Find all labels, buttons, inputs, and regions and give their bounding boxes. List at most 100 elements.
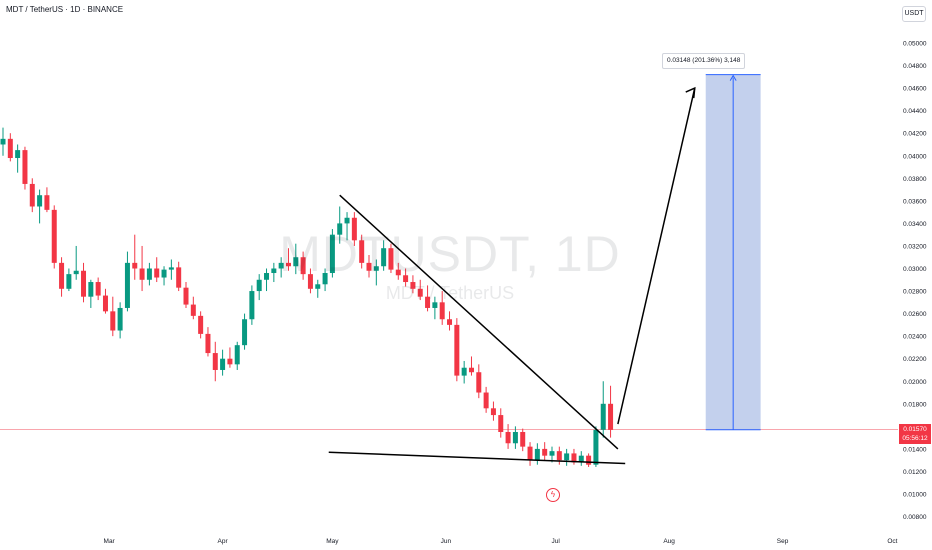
candle[interactable] bbox=[242, 313, 248, 350]
candle[interactable] bbox=[351, 212, 357, 246]
resistance-trendline[interactable] bbox=[339, 194, 619, 450]
candle[interactable] bbox=[468, 356, 474, 376]
candle[interactable] bbox=[102, 288, 108, 314]
candle[interactable] bbox=[432, 296, 438, 320]
candle-body bbox=[498, 415, 504, 432]
candle[interactable] bbox=[110, 296, 116, 337]
candle[interactable] bbox=[88, 279, 94, 308]
candle[interactable] bbox=[285, 248, 291, 271]
candle[interactable] bbox=[44, 187, 50, 213]
candle[interactable] bbox=[66, 268, 72, 292]
candle[interactable] bbox=[117, 302, 123, 339]
candle[interactable] bbox=[168, 259, 174, 280]
candle[interactable] bbox=[439, 291, 445, 325]
candle[interactable] bbox=[307, 268, 313, 294]
candle[interactable] bbox=[337, 206, 343, 244]
candle[interactable] bbox=[344, 212, 350, 241]
candle[interactable] bbox=[447, 311, 453, 331]
candle[interactable] bbox=[329, 229, 335, 278]
candle[interactable] bbox=[300, 251, 306, 280]
candle[interactable] bbox=[417, 279, 423, 301]
candle[interactable] bbox=[227, 347, 233, 368]
candle-body bbox=[168, 267, 174, 270]
candle[interactable] bbox=[476, 364, 482, 399]
candle[interactable] bbox=[161, 266, 167, 286]
candle[interactable] bbox=[549, 446, 555, 463]
candle[interactable] bbox=[505, 424, 511, 449]
candle[interactable] bbox=[315, 279, 321, 298]
support-trendline[interactable] bbox=[328, 451, 626, 465]
candle[interactable] bbox=[81, 262, 87, 303]
candle[interactable] bbox=[373, 259, 379, 286]
candle[interactable] bbox=[578, 451, 584, 466]
candle[interactable] bbox=[154, 257, 160, 283]
candle[interactable] bbox=[527, 442, 533, 466]
candle[interactable] bbox=[176, 261, 182, 292]
candle[interactable] bbox=[278, 257, 284, 278]
candle-body bbox=[102, 295, 108, 312]
candle[interactable] bbox=[29, 178, 35, 213]
candle[interactable] bbox=[15, 144, 21, 173]
flash-icon[interactable]: ϟ bbox=[546, 488, 560, 502]
candle[interactable] bbox=[600, 381, 606, 438]
candle[interactable] bbox=[51, 205, 57, 269]
candle[interactable] bbox=[95, 277, 101, 301]
candle[interactable] bbox=[425, 285, 431, 312]
candle[interactable] bbox=[381, 240, 387, 271]
candle-body bbox=[315, 284, 321, 289]
candle[interactable] bbox=[520, 428, 526, 452]
candle[interactable] bbox=[190, 296, 196, 320]
candle[interactable] bbox=[490, 401, 496, 421]
candle[interactable] bbox=[542, 442, 548, 461]
candle[interactable] bbox=[264, 268, 270, 292]
candle[interactable] bbox=[146, 262, 152, 286]
candle[interactable] bbox=[37, 189, 43, 224]
candle[interactable] bbox=[7, 133, 13, 162]
candle[interactable] bbox=[461, 360, 467, 384]
candle[interactable] bbox=[410, 275, 416, 294]
projection-arrow[interactable] bbox=[617, 87, 696, 425]
candle[interactable] bbox=[359, 234, 365, 269]
candle[interactable] bbox=[593, 426, 599, 467]
candle[interactable] bbox=[403, 268, 409, 287]
candle[interactable] bbox=[366, 254, 372, 278]
candle-body bbox=[468, 367, 474, 373]
candle[interactable] bbox=[234, 341, 240, 370]
candle[interactable] bbox=[139, 245, 145, 292]
candle[interactable] bbox=[249, 285, 255, 325]
y-tick-label: 0.02200 bbox=[903, 356, 927, 363]
candle[interactable] bbox=[198, 311, 204, 339]
candle[interactable] bbox=[59, 257, 65, 297]
candle[interactable] bbox=[534, 443, 540, 465]
candle[interactable] bbox=[454, 318, 460, 382]
candle[interactable] bbox=[608, 385, 614, 438]
candle-body bbox=[490, 408, 496, 416]
candle[interactable] bbox=[293, 243, 299, 275]
candle[interactable] bbox=[124, 251, 130, 312]
currency-badge[interactable]: USDT bbox=[902, 6, 926, 22]
candle[interactable] bbox=[395, 262, 401, 280]
candle[interactable] bbox=[73, 245, 79, 280]
candle[interactable] bbox=[512, 426, 518, 449]
candle[interactable] bbox=[212, 341, 218, 382]
candle[interactable] bbox=[183, 282, 189, 308]
candle[interactable] bbox=[132, 234, 138, 280]
candle[interactable] bbox=[483, 386, 489, 413]
candle[interactable] bbox=[322, 268, 328, 292]
candle[interactable] bbox=[256, 274, 262, 301]
candle[interactable] bbox=[271, 262, 277, 283]
candle[interactable] bbox=[0, 127, 6, 156]
candle[interactable] bbox=[564, 448, 570, 466]
candle-body bbox=[542, 448, 548, 456]
x-tick-label: Mar bbox=[104, 538, 116, 545]
candle[interactable] bbox=[556, 446, 562, 465]
chart-title: MDT / TetherUS · 1D · BINANCE bbox=[6, 5, 124, 14]
candle[interactable] bbox=[22, 146, 28, 190]
candle[interactable] bbox=[586, 453, 592, 467]
candle[interactable] bbox=[205, 327, 211, 357]
candle[interactable] bbox=[388, 243, 394, 274]
candle-body bbox=[198, 315, 204, 334]
candle[interactable] bbox=[498, 408, 504, 438]
candle[interactable] bbox=[220, 349, 226, 376]
